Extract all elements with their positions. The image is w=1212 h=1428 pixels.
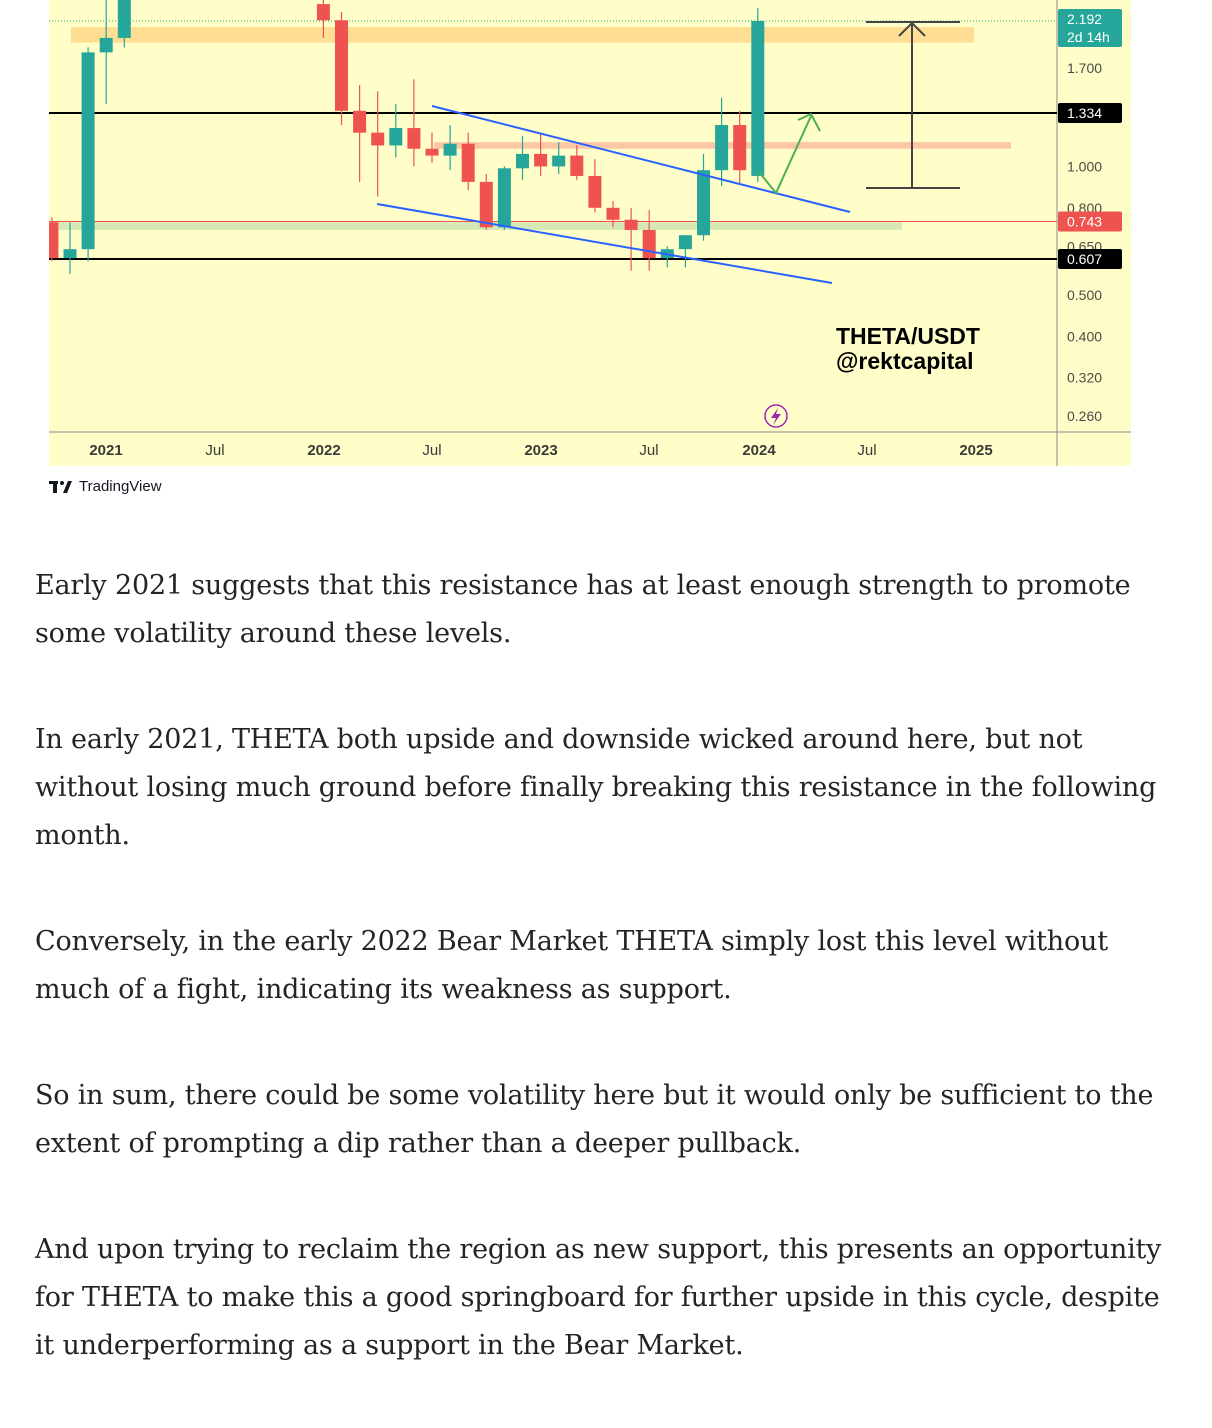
article-paragraph: In early 2021, THETA both upside and dow… <box>35 724 1157 851</box>
candle-body <box>81 52 95 250</box>
article-paragraph: So in sum, there could be some volatilit… <box>35 1080 1154 1159</box>
price-chart[interactable]: THETA/USDT @rektcapital 1.700 1.000 0.800 0.6… <box>49 0 1131 466</box>
zone-resistance <box>71 27 974 43</box>
candle-body <box>516 153 529 169</box>
x-tick-label: 2023 <box>524 442 557 459</box>
chart-background <box>49 0 1131 466</box>
tradingview-label: TradingView <box>79 478 162 495</box>
candle-body <box>63 249 77 259</box>
x-tick-label: 2021 <box>89 442 122 459</box>
y-tick-label: 0.500 <box>1067 287 1102 303</box>
candle-body <box>99 37 113 53</box>
candle-body <box>497 168 511 228</box>
projection-arrow-path <box>758 115 812 195</box>
author-label: @rektcapital <box>836 348 973 374</box>
candle-body <box>425 148 439 156</box>
price-tag-label: 0.743 <box>1067 214 1102 230</box>
candle-body <box>624 219 638 230</box>
candle-body <box>606 207 620 220</box>
candle-body <box>371 132 385 146</box>
article-paragraph: Early 2021 suggests that this resistance… <box>35 570 1131 649</box>
candle-body <box>407 128 421 149</box>
x-tick-label: Jul <box>422 442 441 459</box>
zone-support <box>49 222 902 230</box>
price-tag <box>1058 103 1122 123</box>
candle-body <box>697 170 710 236</box>
candle-body <box>588 175 602 208</box>
article-paragraph: And upon trying to reclaim the region as… <box>35 1234 1162 1361</box>
x-tick-label: 2025 <box>959 442 992 459</box>
upper-trendline <box>431 105 851 213</box>
candle-body <box>316 4 330 21</box>
lightning-bolt-icon <box>771 408 781 425</box>
price-tag-countdown: 2d 14h <box>1067 29 1110 45</box>
tradingview-attribution[interactable]: TradingView <box>49 478 162 495</box>
target-arrowhead <box>898 21 926 37</box>
x-tick-label: Jul <box>857 442 876 459</box>
x-tick-label: Jul <box>639 442 658 459</box>
candle-body <box>389 128 403 146</box>
candle-body <box>443 143 457 156</box>
candle-body <box>751 20 765 176</box>
article-paragraph: Conversely, in the early 2022 Bear Marke… <box>35 926 1108 1005</box>
candle-body <box>642 229 656 259</box>
candle-body <box>479 181 493 228</box>
x-tick-label: 2024 <box>742 442 776 459</box>
price-tag <box>1058 211 1122 232</box>
y-tick-label: 0.320 <box>1067 370 1102 386</box>
candle-body <box>733 125 747 171</box>
y-tick-label: 1.000 <box>1067 158 1102 174</box>
candle-body <box>49 222 59 259</box>
candle-body <box>335 20 348 111</box>
candle-body <box>117 0 131 38</box>
projection-arrow-head <box>797 112 821 132</box>
candle-body <box>353 110 367 133</box>
price-tag-label: 1.334 <box>1067 105 1102 121</box>
price-tag <box>1058 249 1122 269</box>
pair-label: THETA/USDT <box>836 323 980 349</box>
candlestick-chart-svg: THETA/USDT@rektcapital1.7001.0000.8000.6… <box>49 0 1131 466</box>
y-tick-label: 0.400 <box>1067 328 1102 344</box>
y-tick-label: 1.700 <box>1067 60 1102 76</box>
article-body: Early 2021 suggests that this resistance… <box>35 562 1175 1428</box>
y-tick-label: 0.260 <box>1067 408 1102 424</box>
price-tag-label: 2.192 <box>1067 11 1102 27</box>
candle-body <box>534 153 548 167</box>
candle-body <box>715 125 729 171</box>
lightning-badge-icon <box>764 404 788 428</box>
x-tick-label: 2022 <box>307 442 340 459</box>
x-tick-label: Jul <box>205 442 224 459</box>
candle-body <box>570 155 584 176</box>
candle-body <box>461 143 475 182</box>
tradingview-logo-icon <box>49 480 72 493</box>
price-tag <box>1058 9 1122 47</box>
lower-trendline <box>376 203 833 284</box>
candle-body <box>552 155 566 167</box>
price-tag-label: 0.607 <box>1067 251 1102 267</box>
candle-body <box>678 235 692 250</box>
